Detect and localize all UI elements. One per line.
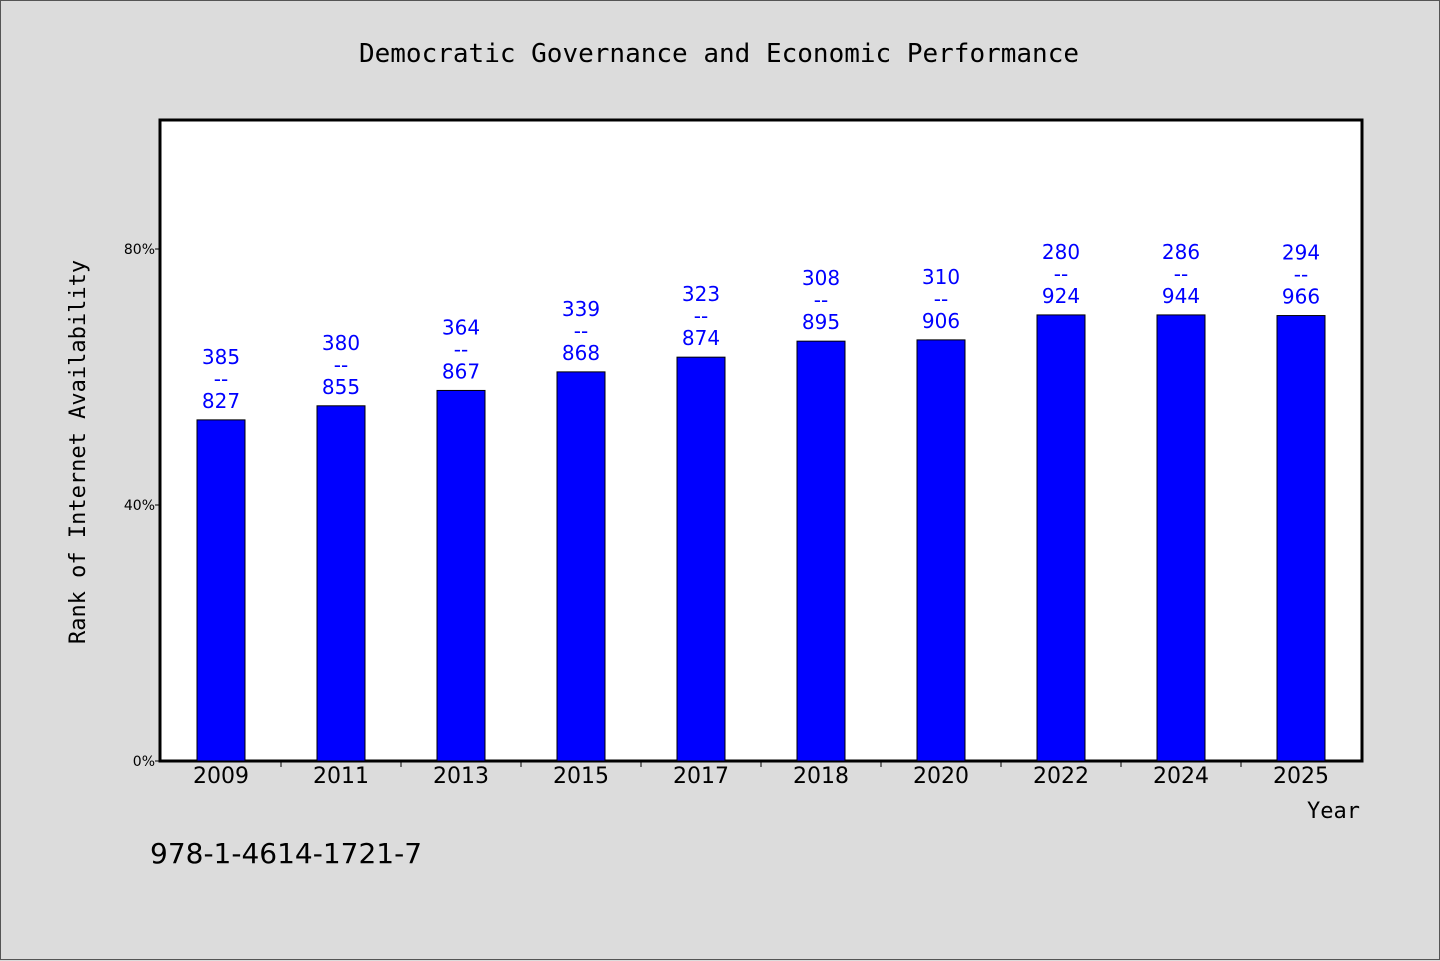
y-tick-label-80: 80% (124, 242, 155, 258)
data-label-2013-line-1: -- (454, 337, 468, 361)
data-label-2025-line-0: 294 (1282, 241, 1320, 265)
bar-2015 (556, 371, 606, 762)
y-tick-label-0: 0% (133, 754, 155, 770)
data-label-2017-line-1: -- (694, 304, 708, 328)
x-tick-label-2009: 2009 (193, 764, 249, 789)
data-label-2015-line-1: -- (574, 319, 588, 343)
y-axis: 0% 40% 80% (124, 242, 161, 770)
bar-2018 (796, 340, 846, 762)
data-label-2024-line-0: 286 (1162, 240, 1200, 264)
data-label-2013-line-0: 364 (442, 315, 480, 339)
data-label-2017-line-2: 874 (682, 326, 720, 350)
chart-title: Democratic Governance and Economic Perfo… (359, 39, 1079, 69)
bar-2024 (1156, 314, 1206, 762)
data-label-2022-line-1: -- (1054, 262, 1068, 286)
data-label-2025-line-1: -- (1294, 263, 1308, 287)
y-axis-title: Rank of Internet Availability (66, 260, 91, 644)
x-tick-label-2015: 2015 (553, 764, 609, 789)
data-label-2020-line-2: 906 (922, 309, 960, 333)
x-tick-label-2025: 2025 (1273, 764, 1329, 789)
data-label-2009-line-0: 385 (202, 345, 240, 369)
x-tick-label-2022: 2022 (1033, 764, 1089, 789)
data-label-2015-line-2: 868 (562, 341, 600, 365)
data-label-2011-line-1: -- (334, 353, 348, 377)
data-label-2017-line-0: 323 (682, 282, 720, 306)
x-tick-label-2024: 2024 (1153, 764, 1209, 789)
x-tick-label-2020: 2020 (913, 764, 969, 789)
data-label-2011-line-2: 855 (322, 375, 360, 399)
bar-2009 (196, 419, 246, 762)
data-label-2022-line-0: 280 (1042, 240, 1080, 264)
data-label-2025-line-2: 966 (1282, 285, 1320, 309)
y-tick-label-40: 40% (124, 498, 155, 514)
data-label-2020-line-1: -- (934, 287, 948, 311)
x-tick-label-2011: 2011 (313, 764, 369, 789)
bar-2022 (1036, 314, 1086, 762)
data-label-2011-line-0: 380 (322, 331, 360, 355)
data-label-2020-line-0: 310 (922, 265, 960, 289)
data-labels-layer: 385--827380--855364--867339--868323--874… (202, 240, 1320, 413)
bar-2011 (316, 405, 366, 762)
data-label-2009-line-2: 827 (202, 389, 240, 413)
data-label-2018-line-0: 308 (802, 266, 840, 290)
data-label-2024-line-1: -- (1174, 262, 1188, 286)
x-tick-label-2013: 2013 (433, 764, 489, 789)
x-axis: 2009 2011 2013 2015 2017 2018 2020 2022 2024 2025 (193, 761, 1329, 789)
data-label-2022-line-2: 924 (1042, 284, 1080, 308)
bar-2020 (916, 339, 966, 762)
data-label-2015-line-0: 339 (562, 297, 600, 321)
data-label-2018-line-2: 895 (802, 310, 840, 334)
bar-2017 (676, 356, 726, 762)
bar-2013 (436, 389, 486, 762)
bar-2025 (1276, 315, 1326, 762)
data-label-2009-line-1: -- (214, 367, 228, 391)
isbn-footer: 978-1-4614-1721-7 (150, 837, 422, 870)
data-label-2024-line-2: 944 (1162, 284, 1200, 308)
data-label-2013-line-2: 867 (442, 359, 480, 383)
bars-layer (196, 314, 1326, 762)
x-axis-title: Year (1307, 799, 1360, 824)
data-label-2018-line-1: -- (814, 288, 828, 312)
x-tick-label-2018: 2018 (793, 764, 849, 789)
x-tick-label-2017: 2017 (673, 764, 729, 789)
